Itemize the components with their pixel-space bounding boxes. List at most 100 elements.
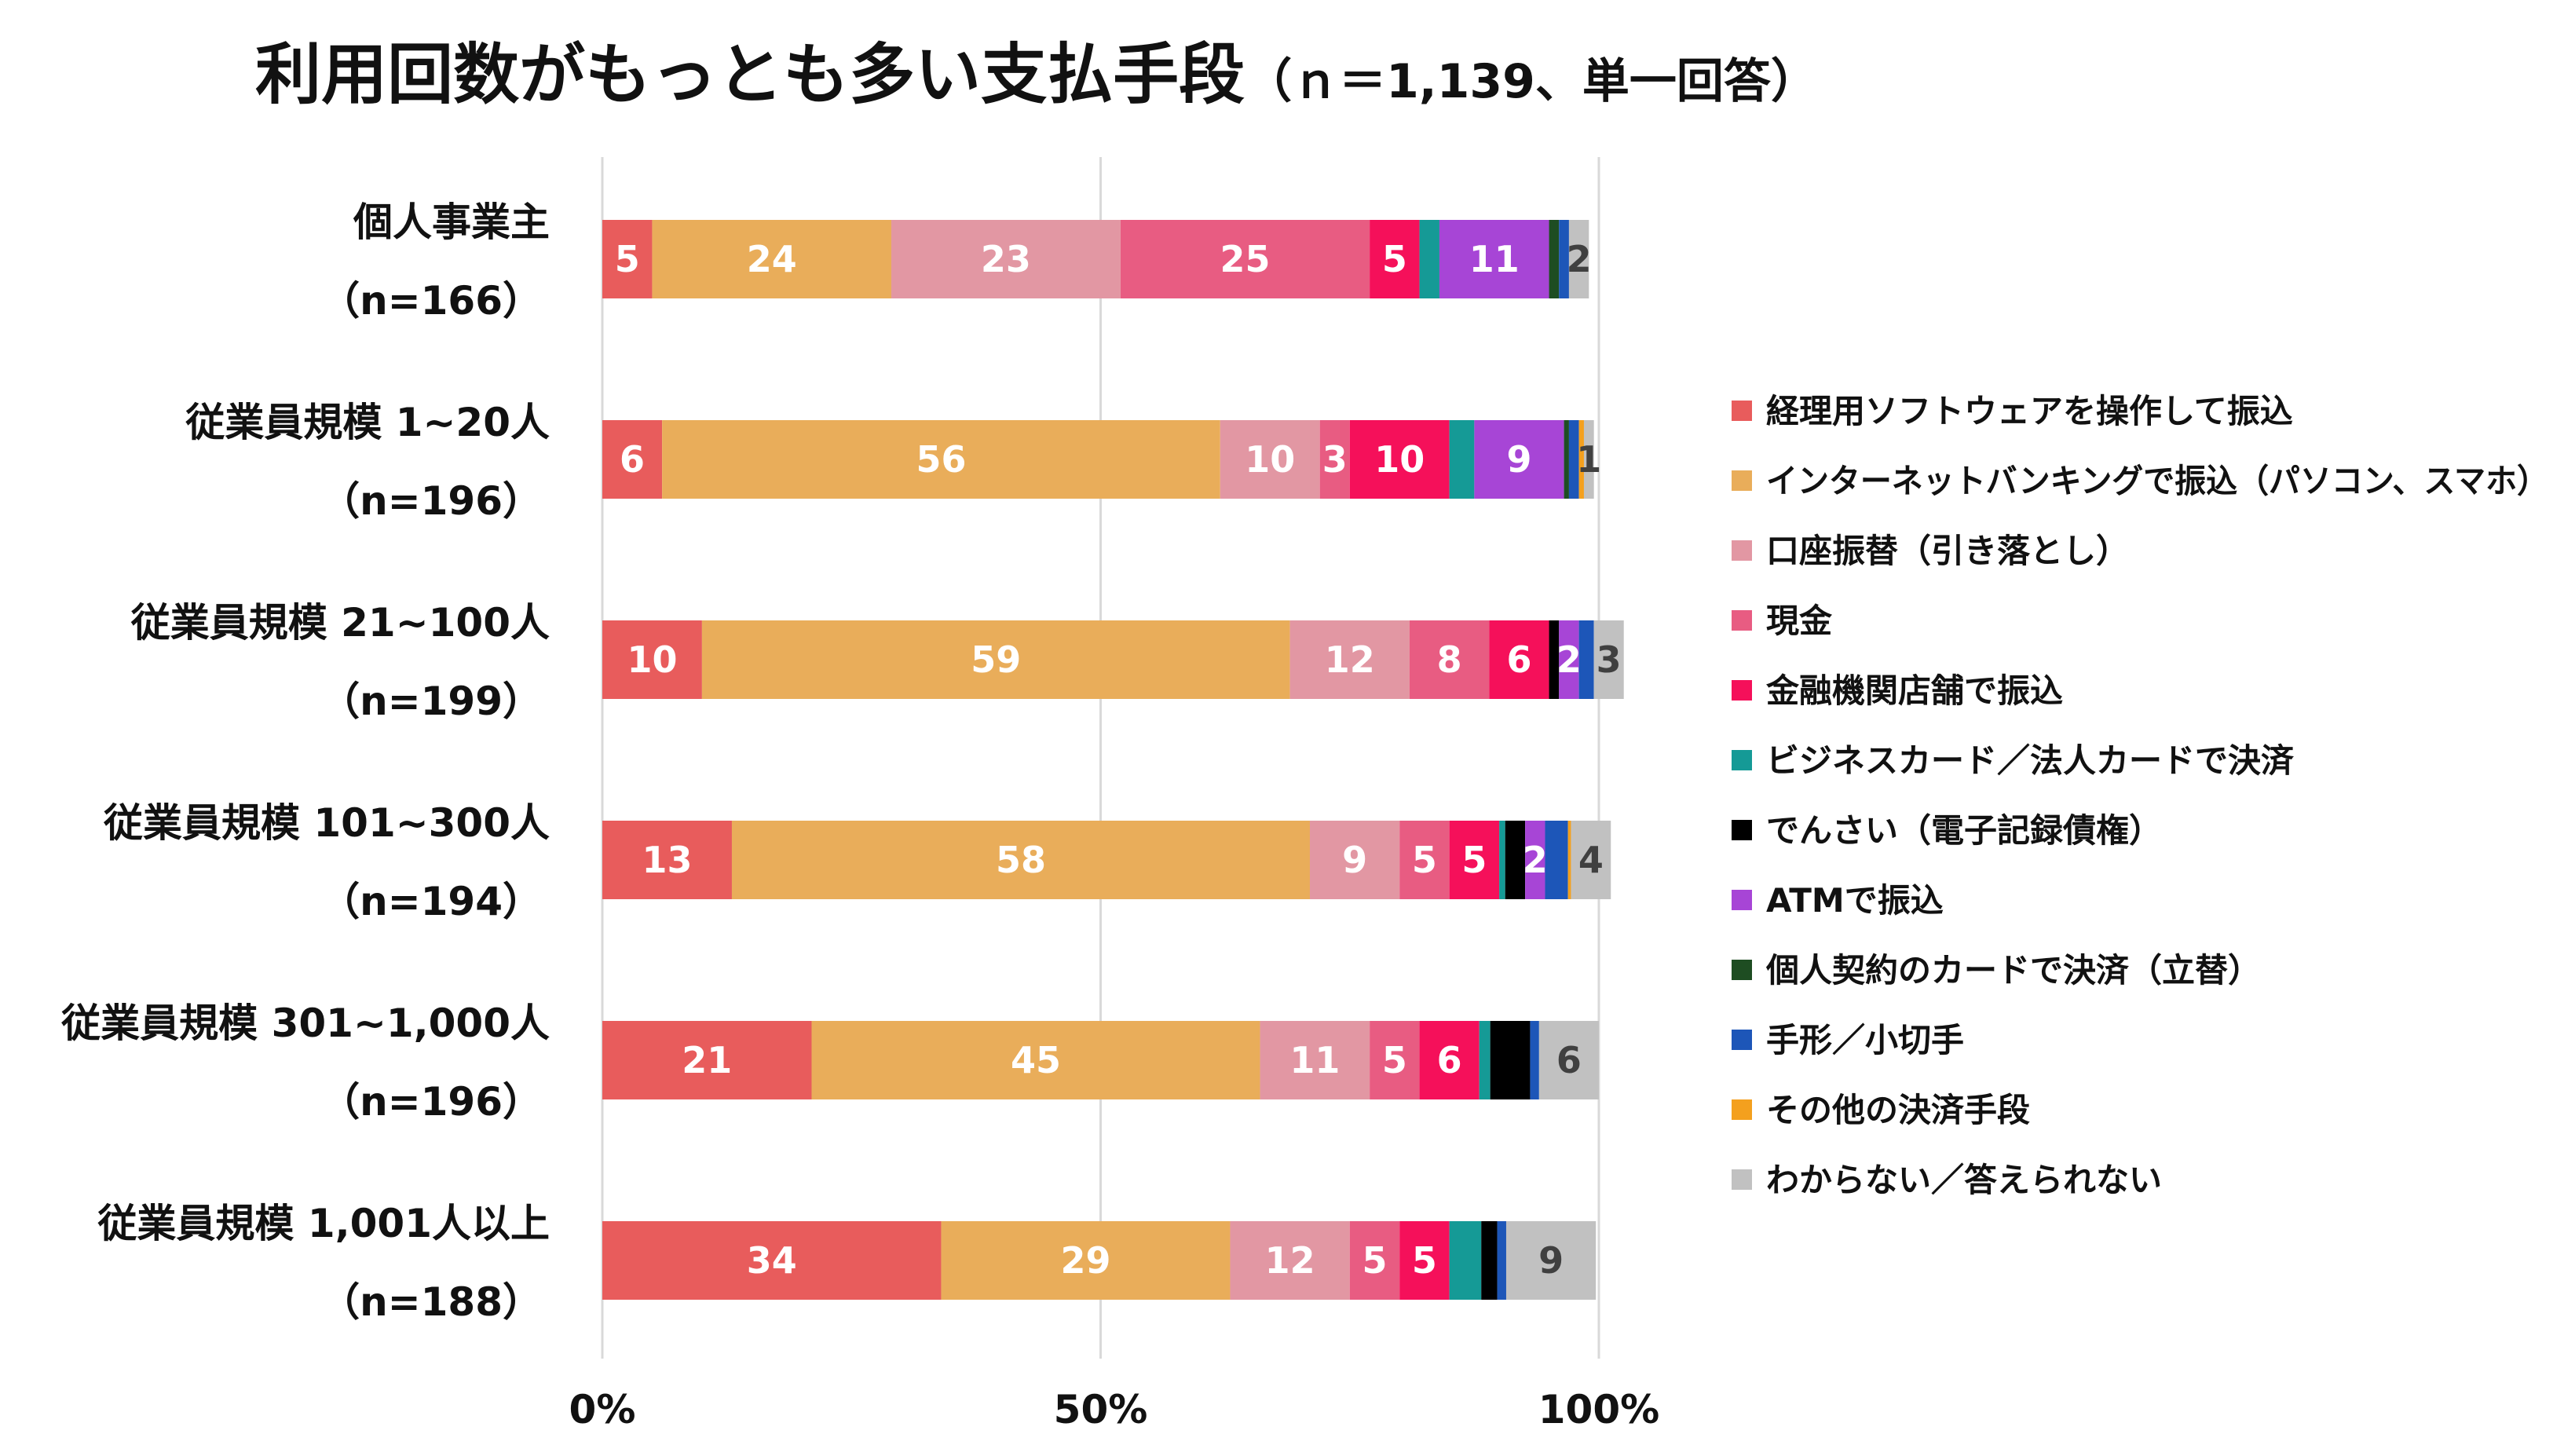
data-label: 11 [1469,238,1520,280]
bar-segment [602,821,732,899]
category-label: 従業員規模 1,001人以上 [97,1201,550,1246]
x-tick-label: 50% [1054,1387,1148,1432]
data-label: 12 [1325,638,1375,681]
data-label: 12 [1265,1239,1315,1282]
data-label: 5 [615,238,640,280]
data-label: 1 [1576,438,1601,481]
bar-segment [1370,220,1420,298]
bar-segment [1568,220,1589,298]
category-n-label: （n=196） [320,478,542,524]
bar-segment [1449,821,1500,899]
data-label: 9 [1342,839,1367,881]
bar-segment [1230,1221,1350,1300]
bar-segment [1399,821,1450,899]
bar-segment [1549,620,1560,699]
chart-title: 利用回数がもっとも多い支払手段（ｎ＝1,139、単一回答） [0,22,2073,117]
data-label: 56 [916,438,966,481]
bar-segment [1319,420,1350,499]
legend-swatch [1732,401,1752,421]
legend-swatch [1732,1030,1752,1050]
bar-segment [1419,1021,1480,1099]
bar-segment [1578,620,1594,699]
data-label: 29 [1060,1239,1110,1282]
data-label: 11 [1289,1039,1340,1081]
bar-segment [1545,821,1568,899]
data-label: 4 [1578,839,1604,881]
data-label: 2 [1523,839,1548,881]
bar-segment [1260,1021,1370,1099]
data-label: 6 [620,438,645,481]
x-axis-ticks: 0% 50% 100% [569,1387,1660,1432]
legend-swatch [1732,750,1752,770]
bar-segment [1497,1221,1506,1300]
data-label: 2 [1567,238,1592,280]
legend-label: 口座振替（引き落とし） [1766,532,2129,570]
bar-segment [811,1021,1260,1099]
bar-segment [1439,220,1549,298]
legend-label: 個人契約のカードで決済（立替） [1765,951,2261,990]
bar-segment [1578,420,1584,499]
bar-segment [1538,1021,1599,1099]
category-label: 従業員規模 101~300人 [103,800,550,846]
bar-segment [1349,1221,1400,1300]
data-label: 5 [1412,1239,1437,1282]
x-tick-label: 100% [1538,1387,1659,1432]
legend-label: 金融機関店舗で振込 [1765,671,2063,710]
data-label: 9 [1506,438,1531,481]
legend-label: わからない／答えられない [1766,1161,2162,1199]
legend-label: 経理用ソフトウェアを操作して振込 [1766,392,2293,430]
data-label: 5 [1362,1239,1387,1282]
bar-segment [1490,1021,1531,1099]
gridlines [601,157,1600,1359]
legend-swatch [1732,1169,1752,1190]
bar-segment [602,220,653,298]
bar-segment [1549,220,1560,298]
bar-segment [652,220,892,298]
legend-label: その他の決済手段 [1766,1091,2030,1129]
data-label: 58 [996,839,1046,881]
data-label: 3 [1597,638,1622,681]
legend-swatch [1732,470,1752,491]
x-tick-label: 0% [569,1387,636,1432]
bar-segment [1583,420,1594,499]
bar-segment [602,420,663,499]
legend-swatch [1732,680,1752,701]
bar-segment [1564,420,1569,499]
legend-label: 手形／小切手 [1766,1021,1964,1059]
bar-segment [1559,220,1569,298]
data-label: 10 [627,638,677,681]
legend-swatch [1732,540,1752,561]
bar-segment [1481,1221,1498,1300]
bar-segment [1568,420,1579,499]
bar-segment [1449,1221,1482,1300]
bar-segment [1593,620,1624,699]
chart-title-main: 利用回数がもっとも多い支払手段 [255,36,1245,113]
data-label: 24 [747,238,797,280]
bar-segment [1449,420,1475,499]
bar-segment [891,220,1121,298]
bar-segment [1370,1021,1420,1099]
data-label: 3 [1322,438,1348,481]
data-label: 5 [1382,1039,1407,1081]
legend-swatch [1732,820,1752,840]
category-label: 従業員規模 1~20人 [185,400,550,445]
data-label: 6 [1556,1039,1582,1081]
category-n-label: （n=194） [320,879,542,924]
data-label: 34 [747,1239,797,1282]
bar-segment [1419,220,1439,298]
bar-segment [602,620,702,699]
bar-segment [1409,620,1490,699]
bar-segment [602,1221,942,1300]
category-n-label: （n=196） [320,1079,542,1125]
legend: 経理用ソフトウェアを操作して振込インターネットバンキングで振込（パソコン、スマホ… [1732,392,2548,1199]
data-label: 10 [1374,438,1425,481]
bar-segment [1559,620,1579,699]
bar-segment [1499,821,1505,899]
legend-label: インターネットバンキングで振込（パソコン、スマホ） [1766,462,2548,500]
bar-segment [662,420,1220,499]
data-label: 10 [1245,438,1295,481]
category-label: 従業員規模 301~1,000人 [60,1001,550,1046]
legend-label: 現金 [1766,602,1833,640]
bar-segment [1567,821,1571,899]
